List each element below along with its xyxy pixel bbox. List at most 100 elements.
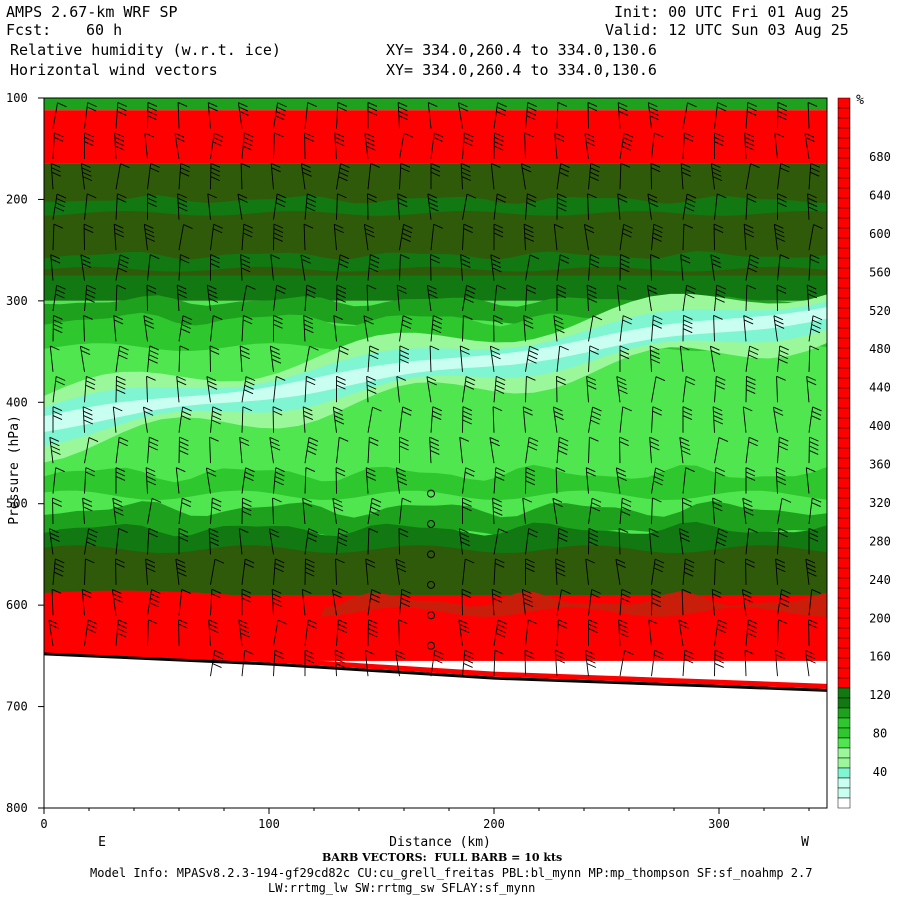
barb-flag — [496, 628, 506, 634]
barb-flag — [371, 502, 381, 508]
barb-staff — [459, 345, 463, 372]
barb-staff — [554, 132, 558, 159]
barb-flag — [82, 588, 92, 594]
barb-staff — [709, 346, 715, 372]
barb-flag — [206, 471, 217, 477]
barb-staff — [84, 528, 90, 555]
barb-flag — [713, 223, 724, 229]
barb-flag — [624, 650, 634, 655]
barb-staff — [808, 406, 814, 433]
barb-flag — [366, 476, 376, 481]
barb-flag — [777, 110, 787, 116]
barb-flag — [684, 658, 694, 664]
barb-flag — [712, 171, 722, 177]
barb-flag — [653, 567, 664, 573]
barb-flag — [307, 532, 318, 538]
barb-flag — [683, 315, 693, 320]
barb-flag — [119, 254, 130, 260]
barb-flag — [270, 441, 280, 447]
barb-flag — [433, 132, 444, 138]
barb-flag — [238, 106, 249, 112]
barb-flag — [433, 137, 443, 142]
wind-barb — [777, 589, 791, 616]
barb-flag — [556, 289, 567, 294]
barb-staff — [777, 254, 781, 281]
wind-barb — [457, 102, 469, 129]
barb-flag — [52, 406, 63, 412]
barb-staff — [430, 315, 434, 342]
barb-flag — [465, 558, 475, 564]
barb-flag — [623, 223, 633, 229]
barb-flag — [554, 136, 565, 142]
colorbar-cell — [837, 727, 851, 739]
wind-barb — [399, 497, 412, 525]
wind-barb — [553, 223, 564, 251]
wind-barb — [206, 284, 219, 312]
barb-flag — [686, 284, 696, 290]
barb-flag — [494, 145, 504, 151]
wind-barb — [273, 284, 286, 312]
wind-barb — [651, 132, 664, 159]
barb-flag — [242, 510, 252, 516]
barb-flag — [399, 349, 410, 355]
barb-staff — [84, 619, 89, 646]
barb-staff — [336, 437, 340, 464]
barb-staff — [493, 558, 496, 585]
barb-flag — [402, 232, 412, 238]
barb-flag — [117, 102, 127, 107]
barb-flag — [242, 497, 252, 503]
barb-staff — [807, 193, 810, 220]
wind-barb — [619, 223, 633, 251]
barb-flag — [527, 445, 538, 451]
barb-flag — [494, 649, 505, 655]
wind-barb — [399, 345, 410, 372]
barb-flag — [744, 136, 755, 142]
wind-barb — [774, 649, 785, 677]
barb-flag — [589, 176, 599, 182]
barb-staff — [714, 376, 717, 403]
barb-flag — [776, 480, 787, 486]
barb-flag — [338, 263, 349, 268]
barb-flag — [750, 163, 760, 169]
barb-staff — [175, 558, 180, 585]
wind-barb — [776, 284, 787, 312]
barb-flag — [497, 102, 507, 108]
barb-flag — [554, 223, 564, 229]
barb-flag — [464, 384, 475, 390]
barb-flag — [463, 228, 473, 234]
barb-flag — [434, 649, 444, 655]
barb-flag — [335, 663, 346, 668]
barb-flag — [270, 445, 281, 451]
barb-staff — [304, 102, 309, 129]
wind-barb — [430, 223, 443, 251]
barb-flag — [276, 193, 287, 199]
barb-flag — [529, 345, 539, 351]
barb-flag — [561, 589, 571, 595]
barb-flag — [557, 202, 567, 207]
barb-staff — [84, 558, 86, 585]
barb-flag — [399, 345, 410, 351]
barb-flag — [56, 284, 66, 290]
barb-flag — [713, 315, 723, 320]
barb-flag — [527, 106, 537, 112]
barb-flag — [427, 380, 437, 386]
barb-flag — [118, 528, 128, 533]
barb-flag — [116, 284, 127, 290]
barb-flag — [176, 467, 186, 473]
colorbar-cell — [837, 177, 851, 189]
barb-flag — [53, 315, 63, 320]
barb-flag — [780, 163, 790, 168]
barb-flag — [113, 319, 124, 325]
barb-flag — [182, 406, 192, 412]
wind-barb — [84, 375, 96, 403]
colorbar-cell — [837, 287, 851, 299]
barb-staff — [300, 254, 306, 281]
barb-flag — [272, 597, 282, 603]
barb-flag — [807, 193, 817, 199]
barb-flag — [615, 558, 626, 564]
barb-flag — [403, 224, 413, 229]
barb-flag — [151, 589, 161, 595]
wind-barb — [52, 223, 64, 251]
barb-staff — [743, 224, 747, 251]
barb-flag — [304, 658, 315, 664]
